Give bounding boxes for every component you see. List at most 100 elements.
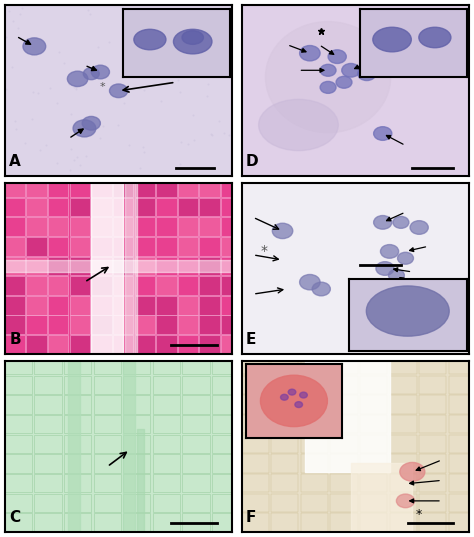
Bar [182,415,210,433]
Bar [91,296,112,315]
Bar [360,454,387,473]
Text: D: D [246,155,259,169]
Bar [64,415,91,433]
Bar [271,356,299,374]
Bar [153,395,180,413]
Bar [242,474,269,492]
Bar [93,395,121,413]
Text: F: F [246,510,256,525]
Bar [5,316,25,334]
Bar [271,494,299,512]
Bar [34,434,62,453]
Bar [242,494,269,512]
Bar [360,494,387,512]
Bar [419,454,447,473]
Bar [449,454,474,473]
Bar [153,415,180,433]
Bar [93,376,121,394]
Bar [34,494,62,512]
Bar [153,356,180,374]
Bar [64,474,91,492]
Bar [360,434,387,453]
Bar [113,237,133,256]
Bar [182,454,210,473]
Text: E: E [246,332,256,347]
Bar [419,415,447,433]
Bar [242,513,269,532]
Bar [449,434,474,453]
Bar [93,474,121,492]
Bar [330,494,358,512]
Bar [221,198,242,216]
Bar [91,276,112,295]
Bar [156,296,177,315]
Ellipse shape [259,99,338,150]
Bar [221,276,242,295]
Bar [135,178,155,197]
Circle shape [381,244,399,258]
Text: *: * [261,244,268,258]
Bar [5,276,25,295]
Circle shape [312,282,330,296]
Text: C: C [9,510,20,525]
Circle shape [272,223,293,238]
Bar [135,316,155,334]
Bar [212,395,239,413]
Bar [123,415,150,433]
Bar [153,494,180,512]
Bar [200,237,220,256]
Bar [113,257,133,275]
Bar [5,415,32,433]
Bar [93,454,121,473]
Bar [123,513,150,532]
Bar [390,434,417,453]
Bar [200,178,220,197]
Bar [182,474,210,492]
Circle shape [300,274,320,290]
Bar [212,454,239,473]
Bar [135,257,155,275]
Bar [156,257,177,275]
Bar [123,474,150,492]
Bar [5,356,32,374]
Bar [271,434,299,453]
Bar [34,356,62,374]
Bar [5,257,25,275]
Bar [5,474,32,492]
Bar [70,217,90,236]
Bar [301,376,328,394]
Bar [153,454,180,473]
Bar [64,434,91,453]
Bar [360,513,387,532]
Bar [64,356,91,374]
Bar [390,474,417,492]
Bar [135,276,155,295]
Circle shape [358,67,376,81]
Circle shape [82,117,100,130]
Bar [64,376,91,394]
Bar [271,454,299,473]
Circle shape [67,71,88,86]
Bar [178,178,198,197]
Circle shape [410,221,428,234]
Bar [419,356,447,374]
Bar [390,395,417,413]
Bar [70,198,90,216]
Bar [242,454,269,473]
Bar [419,474,447,492]
Bar [156,217,177,236]
Bar [5,178,25,197]
Bar [113,296,133,315]
Bar [156,198,177,216]
Bar [5,395,32,413]
Bar [93,434,121,453]
Bar [330,395,358,413]
Bar [48,237,69,256]
Bar [93,415,121,433]
Bar [5,454,32,473]
Bar [34,513,62,532]
Bar [200,198,220,216]
Bar [113,335,133,354]
Bar [449,376,474,394]
Bar [70,316,90,334]
